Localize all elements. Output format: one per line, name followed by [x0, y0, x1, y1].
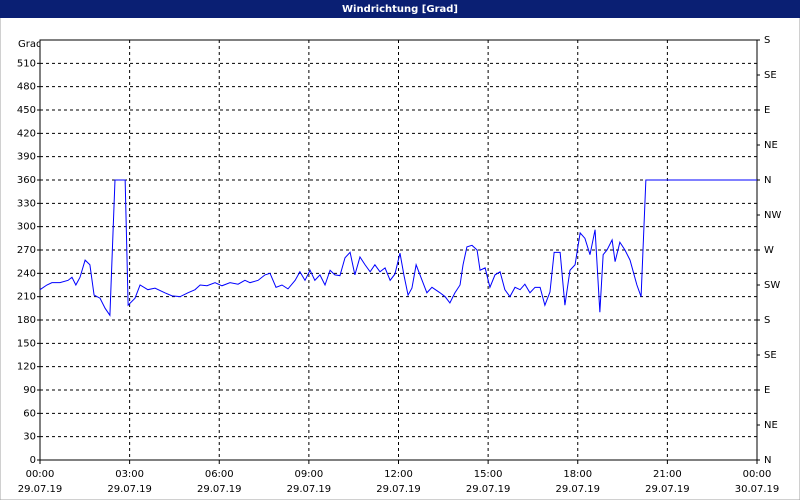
y-tick-label: 390 — [17, 152, 36, 163]
data-line — [39, 179, 757, 317]
y-tick-label: 180 — [17, 315, 36, 326]
y-tick-label: 360 — [17, 175, 36, 186]
x-tick-label: 00:00 — [26, 469, 55, 480]
x-tick-label: 03:00 — [115, 469, 144, 480]
x-tick-label: 18:00 — [563, 469, 592, 480]
y2-tick-label: NE — [764, 140, 778, 151]
y-tick-label: 420 — [17, 128, 36, 139]
y-tick-label: 0 — [30, 455, 36, 466]
y-tick-label: 210 — [17, 292, 36, 303]
y2-tick-label: W — [764, 245, 774, 256]
y2-tick-label: E — [764, 105, 770, 116]
x-tick-date: 30.07.19 — [735, 484, 780, 495]
x-tick-label: 00:00 — [743, 469, 772, 480]
y-tick-label: 270 — [17, 245, 36, 256]
x-tick-date: 29.07.19 — [107, 484, 152, 495]
y-tick-label: 150 — [17, 338, 36, 349]
y2-tick-label: NW — [764, 210, 781, 221]
x-tick-label: 06:00 — [205, 469, 234, 480]
y2-tick-label: NE — [764, 420, 778, 431]
x-tick-date: 29.07.19 — [376, 484, 421, 495]
x-tick-label: 12:00 — [384, 469, 413, 480]
y2-tick-label: SE — [764, 350, 777, 361]
y-tick-label: 330 — [17, 198, 36, 209]
y2-tick-label: S — [764, 315, 770, 326]
y2-tick-label: N — [764, 175, 771, 186]
y-tick-label: 300 — [17, 222, 36, 233]
y-tick-label: 450 — [17, 105, 36, 116]
x-tick-date: 29.07.19 — [197, 484, 242, 495]
chart-title: Windrichtung [Grad] — [342, 4, 458, 15]
y-tick-label: 90 — [23, 385, 36, 396]
y-tick-label: 480 — [17, 82, 36, 93]
y2-tick-label: N — [764, 455, 771, 466]
x-tick-label: 15:00 — [474, 469, 503, 480]
y2-tick-label: E — [764, 385, 770, 396]
y2-tick-label: S — [764, 35, 770, 46]
y2-tick-label: SW — [764, 280, 780, 291]
x-tick-date: 29.07.19 — [287, 484, 332, 495]
y-tick-label: 240 — [17, 268, 36, 279]
y-axis-label: Grad — [18, 39, 42, 50]
y-tick-label: 30 — [23, 432, 36, 443]
x-tick-date: 29.07.19 — [555, 484, 600, 495]
x-tick-date: 29.07.19 — [18, 484, 63, 495]
y-tick-label: 510 — [17, 58, 36, 69]
x-tick-label: 21:00 — [653, 469, 682, 480]
y2-tick-label: SE — [764, 70, 777, 81]
x-tick-label: 09:00 — [294, 469, 323, 480]
x-tick-date: 29.07.19 — [466, 484, 511, 495]
x-tick-date: 29.07.19 — [645, 484, 690, 495]
y-tick-label: 120 — [17, 362, 36, 373]
y-tick-label: 60 — [23, 408, 36, 419]
title-bar — [0, 0, 800, 18]
